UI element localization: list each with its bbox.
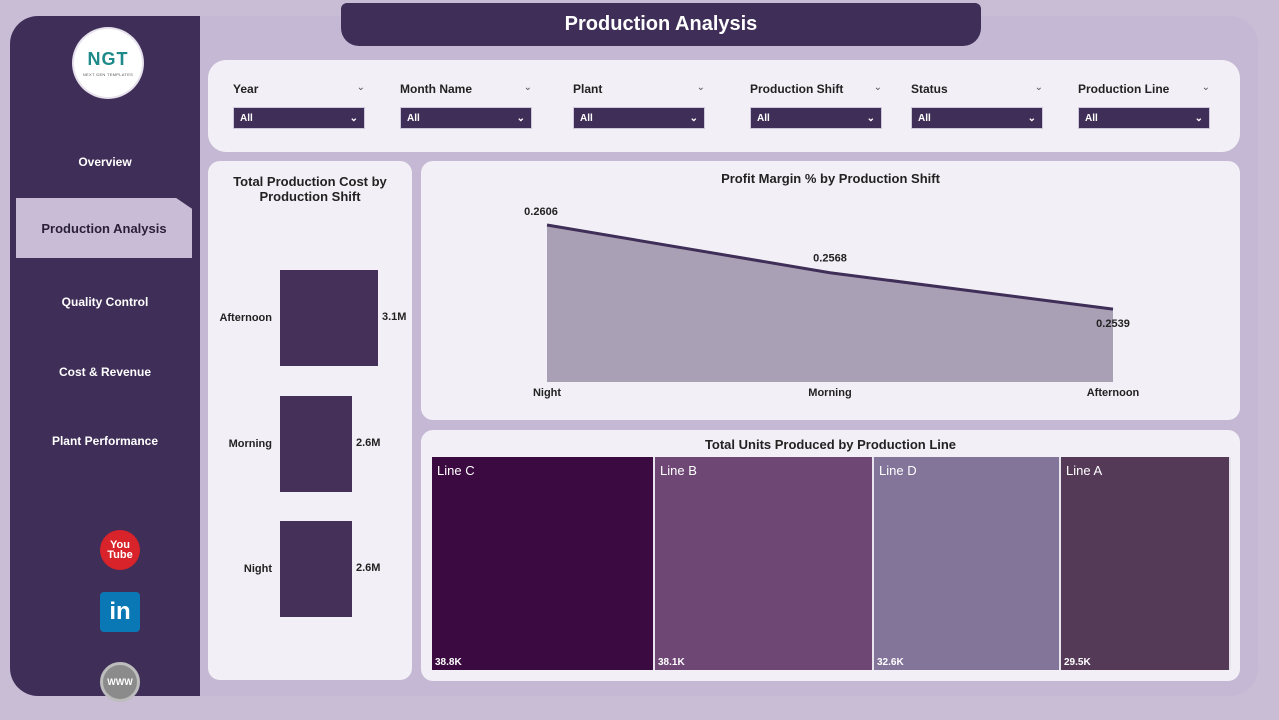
sidebar: NGT NEXT GEN TEMPLATES Overview Quality … [10, 16, 200, 702]
cost-by-shift-chart: Total Production Cost by Production Shif… [208, 161, 412, 680]
treemap-cell-line-b[interactable]: Line B 38.1K [655, 457, 874, 670]
filter-plant-value: All [580, 112, 593, 124]
treemap-cell-line-c[interactable]: Line C 38.8K [432, 457, 655, 670]
cost-bar-value-morning: 2.6M [356, 437, 381, 449]
profit-data-label-morning: 0.2568 [813, 253, 847, 265]
cost-bar-morning[interactable] [280, 396, 352, 492]
cost-chart-title-line2: Production Shift [259, 189, 361, 204]
chevron-down-icon: ⌄ [689, 112, 698, 124]
filter-production-line-label: Production Line [1078, 82, 1170, 96]
profit-data-label-night: 0.2606 [524, 206, 558, 218]
treemap-cell-label: Line C [437, 463, 475, 478]
treemap-cell-value: 29.5K [1064, 657, 1091, 668]
cost-chart-title-line1: Total Production Cost by [233, 174, 387, 189]
sidebar-item-overview[interactable]: Overview [78, 155, 132, 169]
units-by-line-chart: Total Units Produced by Production Line … [421, 430, 1240, 681]
filter-production-shift-value: All [757, 112, 770, 124]
filter-year-label: Year [233, 82, 259, 96]
page-title: Production Analysis [341, 3, 981, 46]
filter-status-value: All [918, 112, 931, 124]
filter-production-shift: Production Shift ⌄ All ⌄ [750, 82, 884, 129]
treemap-cell-value: 38.1K [658, 657, 685, 668]
website-globe-icon[interactable]: WWW [100, 662, 140, 702]
units-chart-title: Total Units Produced by Production Line [704, 437, 957, 452]
filter-status-label: Status [911, 82, 948, 96]
logo: NGT NEXT GEN TEMPLATES [74, 29, 142, 97]
chevron-down-icon[interactable]: ⌄ [1201, 82, 1210, 93]
youtube-icon[interactable]: You Tube [100, 530, 140, 570]
sidebar-item-quality-control[interactable]: Quality Control [61, 295, 149, 309]
chevron-down-icon: ⌄ [1194, 112, 1203, 124]
sidebar-item-production-analysis[interactable]: Production Analysis [16, 198, 192, 258]
linkedin-icon[interactable]: in [100, 592, 140, 632]
filter-panel: Year ⌄ All ⌄ Month Name ⌄ All ⌄ Plant ⌄ Al… [208, 60, 1240, 152]
profit-margin-chart: Profit Margin % by Production Shift Nigh… [421, 161, 1240, 420]
profit-data-label-afternoon: 0.2539 [1096, 318, 1130, 330]
filter-month-name: Month Name ⌄ All ⌄ [400, 82, 534, 129]
logo-subtext: NEXT GEN TEMPLATES [82, 72, 134, 77]
filter-status-select[interactable]: All ⌄ [911, 107, 1043, 129]
filter-month-name-label: Month Name [400, 82, 472, 96]
cost-bar-label-night: Night [243, 563, 272, 575]
cost-bar-label-morning: Morning [228, 438, 272, 450]
cost-bar-value-afternoon: 3.1M [382, 311, 407, 323]
chevron-down-icon: ⌄ [516, 112, 525, 124]
logo-text: NGT [87, 49, 129, 69]
filter-month-name-value: All [407, 112, 420, 124]
treemap-cell-line-d[interactable]: Line D 32.6K [874, 457, 1061, 670]
cost-bar-afternoon[interactable] [280, 270, 378, 366]
cost-bar-night[interactable] [280, 521, 352, 617]
filter-plant-label: Plant [573, 82, 603, 96]
profit-area-fill [547, 225, 1113, 382]
filter-production-shift-select[interactable]: All ⌄ [750, 107, 882, 129]
chevron-down-icon[interactable]: ⌄ [356, 82, 365, 93]
sidebar-item-cost-revenue[interactable]: Cost & Revenue [58, 365, 152, 379]
profit-line[interactable] [546, 223, 1114, 311]
profit-chart-title: Profit Margin % by Production Shift [721, 171, 940, 186]
chevron-down-icon[interactable]: ⌄ [873, 82, 882, 93]
filter-production-line-select[interactable]: All ⌄ [1078, 107, 1210, 129]
treemap-cell-label: Line D [879, 463, 917, 478]
chevron-down-icon[interactable]: ⌄ [696, 82, 705, 93]
filter-year-value: All [240, 112, 253, 124]
treemap-cell-line-a[interactable]: Line A 29.5K [1061, 457, 1231, 670]
filter-production-line-value: All [1085, 112, 1098, 124]
treemap-cell-label: Line A [1066, 463, 1103, 478]
filter-plant: Plant ⌄ All ⌄ [573, 82, 707, 129]
filter-month-name-select[interactable]: All ⌄ [400, 107, 532, 129]
treemap-cell-value: 38.8K [435, 657, 462, 668]
filter-year-select[interactable]: All ⌄ [233, 107, 365, 129]
sidebar-item-plant-performance[interactable]: Plant Performance [51, 434, 159, 448]
chevron-down-icon: ⌄ [866, 112, 875, 124]
chevron-down-icon[interactable]: ⌄ [523, 82, 532, 93]
chevron-down-icon[interactable]: ⌄ [1034, 82, 1043, 93]
profit-area-svg: Night 0.2606 Morning 0.2568 Afternoon 0.2539 [524, 206, 1140, 399]
chevron-down-icon: ⌄ [1027, 112, 1036, 124]
treemap-cell-value: 32.6K [877, 657, 904, 668]
filter-production-shift-label: Production Shift [750, 82, 844, 96]
filter-production-line: Production Line ⌄ All ⌄ [1078, 82, 1212, 129]
treemap-cell-label: Line B [660, 463, 697, 478]
cost-bar-label-afternoon: Afternoon [219, 312, 272, 324]
filter-status: Status ⌄ All ⌄ [911, 82, 1045, 129]
chevron-down-icon: ⌄ [349, 112, 358, 124]
cost-chart-title: Total Production Cost by Production Shif… [208, 174, 412, 204]
cost-bar-value-night: 2.6M [356, 562, 381, 574]
youtube-icon-text-top: You [110, 539, 130, 551]
profit-x-tick-afternoon: Afternoon [1087, 387, 1140, 399]
profit-x-tick-morning: Morning [808, 387, 851, 399]
youtube-icon-text-bottom: Tube [107, 549, 133, 561]
filter-plant-select[interactable]: All ⌄ [573, 107, 705, 129]
filter-year: Year ⌄ All ⌄ [233, 82, 367, 129]
profit-x-tick-night: Night [533, 387, 561, 399]
